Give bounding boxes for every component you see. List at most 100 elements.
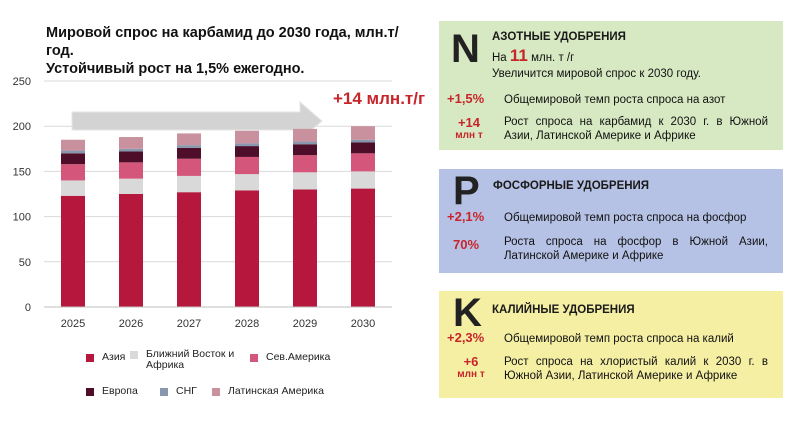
legend-label-latin-america: Латинская Америка: [228, 385, 324, 397]
bar-segment-2028-4: [235, 143, 259, 147]
legend-item-cis: СНГ: [160, 386, 197, 397]
legend-swatch-cis: [160, 388, 168, 396]
potassium-rate-text: Общемировой темп роста спроса на калий: [504, 333, 734, 345]
bar-segment-2025-2: [61, 164, 85, 181]
legend-swatch-latin-america: [212, 388, 220, 396]
bar-segment-2030-3: [351, 142, 375, 154]
bar-segment-2028-1: [235, 174, 259, 191]
bar-segment-2025-4: [61, 150, 85, 154]
nitrogen-growth-value: +14: [457, 115, 481, 130]
bar-segment-2028-5: [235, 130, 259, 144]
x-tick-label: 2027: [177, 318, 201, 330]
bar-segment-2029-1: [293, 172, 317, 190]
potassium-title: КАЛИЙНЫЕ УДОБРЕНИЯ: [492, 304, 635, 316]
bar-segment-2027-1: [177, 175, 201, 193]
potassium-growth: +6 млн т: [447, 354, 495, 381]
bar-segment-2029-5: [293, 128, 317, 142]
nitrogen-letter: N: [451, 27, 480, 71]
legend-swatch-europe: [86, 388, 94, 396]
bar-segment-2027-3: [177, 147, 201, 159]
legend-label-mideast-africa-line2: Африка: [146, 359, 185, 371]
bar-segment-2028-0: [235, 190, 259, 307]
bar-segment-2025-0: [61, 195, 85, 307]
bar-segment-2025-1: [61, 180, 85, 196]
bar-segment-2028-3: [235, 146, 259, 157]
potassium-growth-text: Рост спроса на хлористый калий к 2030 г.…: [504, 356, 768, 382]
nitrogen-rate: +1,5%: [447, 91, 485, 106]
phosphorus-share-text: Роста спроса на фосфор в Южной Азии, Лат…: [504, 236, 768, 262]
x-tick-label: 2028: [235, 318, 259, 330]
x-tick-label: 2030: [351, 318, 375, 330]
x-tick-label: 2025: [61, 318, 85, 330]
phosphorus-letter: P: [453, 169, 480, 213]
phosphorus-share: 70%: [453, 237, 480, 252]
legend-item-north-america: Сев.Америка: [250, 352, 330, 363]
bar-segment-2030-2: [351, 153, 375, 172]
bar-segment-2026-2: [119, 162, 143, 179]
bar-segment-2025-3: [61, 153, 85, 165]
legend-label-cis: СНГ: [176, 385, 197, 397]
panel-phosphorus: P ФОСФОРНЫЕ УДОБРЕНИЯ +2,1% Общемировой …: [439, 169, 783, 273]
phosphorus-title: ФОСФОРНЫЕ УДОБРЕНИЯ: [493, 180, 650, 192]
y-tick-label: 100: [13, 212, 31, 224]
nitrogen-amount-desc: Увеличится мировой спрос к 2030 году.: [492, 68, 701, 80]
legend-label-mideast-africa: Ближний Восток и Африка: [146, 349, 234, 371]
growth-arrow-label: +14 млн.т/г: [333, 89, 425, 108]
chart-legend: Азия Ближний Восток и Африка Сев.Америка…: [86, 346, 386, 416]
potassium-growth-unit: млн т: [457, 369, 485, 380]
bar-segment-2027-0: [177, 192, 201, 307]
nitrogen-rate-text: Общемировой темп роста спроса на азот: [504, 94, 726, 106]
legend-item-europe: Европа: [86, 386, 138, 397]
legend-item-mideast-africa: Ближний Восток и Африка: [130, 349, 234, 371]
bar-segment-2026-5: [119, 137, 143, 149]
panel-potassium: K КАЛИЙНЫЕ УДОБРЕНИЯ +2,3% Общемировой т…: [439, 291, 783, 398]
legend-label-asia: Азия: [102, 351, 126, 363]
bar-segment-2026-0: [119, 194, 143, 307]
x-tick-label: 2029: [293, 318, 317, 330]
chart-bars: [61, 126, 375, 307]
nitrogen-growth: +14 млн т: [445, 115, 493, 142]
legend-label-europe: Европа: [102, 385, 138, 397]
nitrogen-amount-prefix: На: [492, 52, 510, 64]
nitrogen-amount-suffix: млн. т /г: [527, 52, 575, 64]
chart-title-line1: Мировой спрос на карбамид до 2030 года, …: [46, 25, 399, 59]
potassium-rate: +2,3%: [447, 330, 485, 345]
y-tick-label: 250: [13, 76, 31, 88]
bar-segment-2030-4: [351, 139, 375, 143]
bar-segment-2026-4: [119, 148, 143, 152]
potassium-growth-value: +6: [463, 354, 479, 369]
legend-swatch-asia: [86, 354, 94, 362]
bar-segment-2026-3: [119, 151, 143, 163]
y-axis-ticks: 0 50 100 150 200 250: [13, 76, 31, 314]
phosphorus-rate-text: Общемировой темп роста спроса на фосфор: [504, 212, 747, 224]
bar-segment-2026-1: [119, 178, 143, 194]
bar-segment-2029-0: [293, 189, 317, 307]
y-tick-label: 50: [19, 257, 31, 269]
legend-label-mideast-africa-line1: Ближний Восток и: [146, 348, 235, 360]
chart-title-line2: Устойчивый рост на 1,5% ежегодно.: [46, 61, 305, 77]
bar-segment-2030-0: [351, 188, 375, 307]
x-tick-label: 2026: [119, 318, 143, 330]
nitrogen-growth-unit: млн т: [455, 130, 483, 141]
bar-segment-2028-2: [235, 156, 259, 175]
bar-segment-2025-5: [61, 139, 85, 151]
bar-segment-2027-5: [177, 133, 201, 146]
bar-segment-2030-5: [351, 126, 375, 140]
chart-grid: [44, 80, 392, 263]
potassium-letter: K: [453, 291, 482, 335]
legend-item-asia: Азия: [86, 352, 125, 363]
legend-swatch-north-america: [250, 354, 258, 362]
y-tick-label: 200: [13, 121, 31, 133]
phosphorus-rate: +2,1%: [447, 209, 485, 224]
x-axis-ticks: 2025 2026 2027 2028 2029 2030: [61, 318, 375, 330]
y-tick-label: 150: [13, 166, 31, 178]
bar-segment-2027-4: [177, 145, 201, 148]
stacked-bar-chart: 0 50 100 150 200 250 +14 млн.т/г 2025 2026 2027…: [13, 76, 425, 330]
y-tick-label: 0: [25, 302, 31, 314]
bar-segment-2027-2: [177, 158, 201, 176]
bar-segment-2029-2: [293, 155, 317, 173]
legend-label-north-america: Сев.Америка: [266, 351, 331, 363]
nitrogen-amount-value: 11: [509, 46, 528, 65]
bar-segment-2029-3: [293, 144, 317, 156]
nitrogen-amount: На 11 млн. т /г: [492, 46, 575, 65]
